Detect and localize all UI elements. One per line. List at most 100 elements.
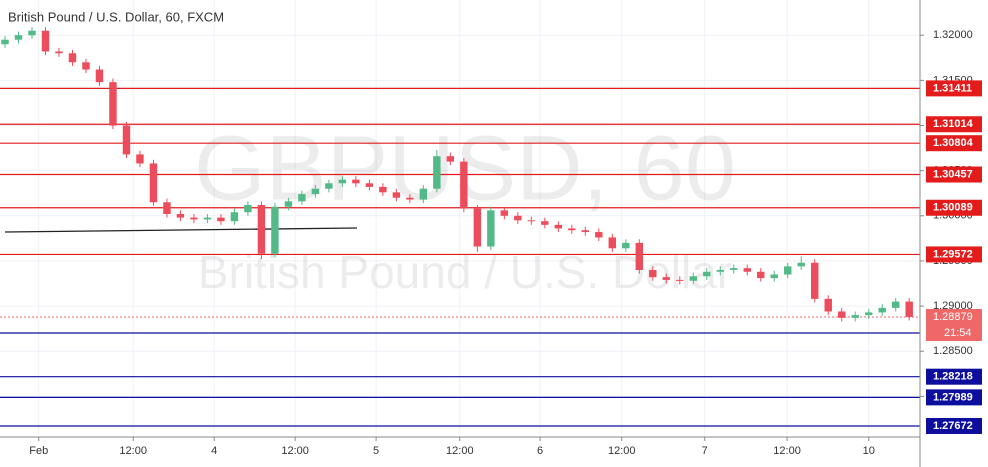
candle-body (891, 301, 900, 308)
candle-body (109, 82, 117, 126)
candle-body (514, 215, 522, 221)
candle-body (460, 161, 468, 209)
candle-body (419, 188, 428, 200)
candle-body (28, 30, 36, 36)
candle-body (190, 217, 198, 220)
candle-body (689, 276, 697, 281)
level-label-box (926, 417, 982, 434)
y-tick-label: 1.29000 (933, 300, 973, 312)
x-tick-label: 4 (211, 445, 217, 457)
candle-body (635, 242, 644, 270)
candle-body (446, 156, 455, 162)
level-label-box (926, 199, 982, 216)
level-label: 1.30457 (933, 168, 973, 180)
last-price-box (926, 309, 982, 326)
candle-body (757, 271, 765, 279)
candle-body (163, 202, 171, 214)
candle-body (217, 217, 225, 222)
candle-body (1, 39, 9, 45)
candle-body (271, 206, 279, 254)
x-tick-label: 6 (537, 445, 543, 457)
countdown-label: 21:54 (944, 327, 972, 339)
candle-body (41, 30, 50, 52)
level-label: 1.28218 (933, 371, 973, 383)
candle-body (622, 242, 630, 249)
candle-body (649, 269, 657, 278)
last-price-label: 1.28879 (933, 311, 973, 323)
level-label-box (926, 135, 982, 152)
candle-body (838, 311, 846, 318)
candle-body (433, 156, 441, 189)
candle-body (365, 183, 374, 187)
x-tick-label: 12:00 (119, 445, 147, 457)
axis: 1.320001.315001.310001.305001.300001.295… (29, 29, 982, 457)
candle-body (487, 210, 495, 247)
candle-body (406, 197, 414, 200)
candle-body (676, 279, 684, 281)
candle-body (703, 271, 711, 277)
candle-body (473, 208, 482, 247)
candle-body (82, 62, 90, 70)
candle-body (298, 194, 306, 202)
x-tick-label: 12:00 (446, 445, 474, 457)
level-label: 1.27672 (933, 420, 973, 432)
x-tick-label: 5 (373, 445, 379, 457)
candle-body (149, 163, 158, 203)
candle-body (68, 53, 77, 63)
level-label: 1.27989 (933, 391, 973, 403)
candle-body (770, 274, 778, 279)
candle-body (568, 228, 576, 231)
level-label-box (926, 80, 982, 97)
candle-body (95, 69, 104, 83)
grid (0, 0, 920, 437)
candle-body (284, 201, 293, 207)
level-label: 1.31411 (933, 82, 972, 94)
candle-body (122, 125, 131, 155)
candles (1, 27, 913, 322)
level-label: 1.31014 (933, 118, 974, 130)
candle-body (379, 186, 387, 193)
candle-body (581, 230, 590, 233)
candle-body (244, 204, 252, 213)
candle-body (554, 224, 563, 229)
candle-body (730, 268, 738, 270)
countdown-box (926, 325, 982, 342)
level-label-box (926, 389, 982, 406)
candle-body (662, 277, 670, 280)
level-label: 1.29572 (933, 248, 973, 260)
candle-body (743, 268, 751, 272)
candle-body (595, 232, 603, 238)
candle-body (824, 298, 832, 312)
trend-line (4, 227, 358, 233)
candle-body (14, 35, 23, 40)
candle-body (716, 269, 724, 272)
candle-body (811, 262, 819, 299)
y-tick-label: 1.28500 (933, 345, 973, 357)
level-label-box (926, 246, 982, 263)
x-tick-label: 7 (702, 445, 708, 457)
candle-body (352, 179, 360, 184)
chart-title: British Pound / U.S. Dollar, 60, FXCM (8, 9, 224, 24)
candle-body (257, 204, 266, 254)
candle-body (325, 183, 333, 189)
candle-body (878, 307, 886, 313)
candle-body (541, 221, 549, 225)
candle-body (230, 212, 239, 222)
y-tick-label: 1.32000 (933, 29, 973, 41)
candle-body (311, 188, 320, 195)
levels (0, 87, 920, 427)
candle-body (784, 266, 792, 275)
candle-body (851, 315, 859, 318)
level-label: 1.30089 (933, 202, 973, 214)
candle-body (608, 237, 617, 249)
level-label-box (926, 368, 982, 385)
x-tick-label: 12:00 (608, 445, 636, 457)
candle-body (136, 154, 144, 164)
x-tick-label: 12:00 (281, 445, 309, 457)
candle-body (203, 217, 212, 220)
x-tick-label: 12:00 (773, 445, 801, 457)
candle-body (176, 213, 185, 218)
candle-body (527, 220, 536, 222)
